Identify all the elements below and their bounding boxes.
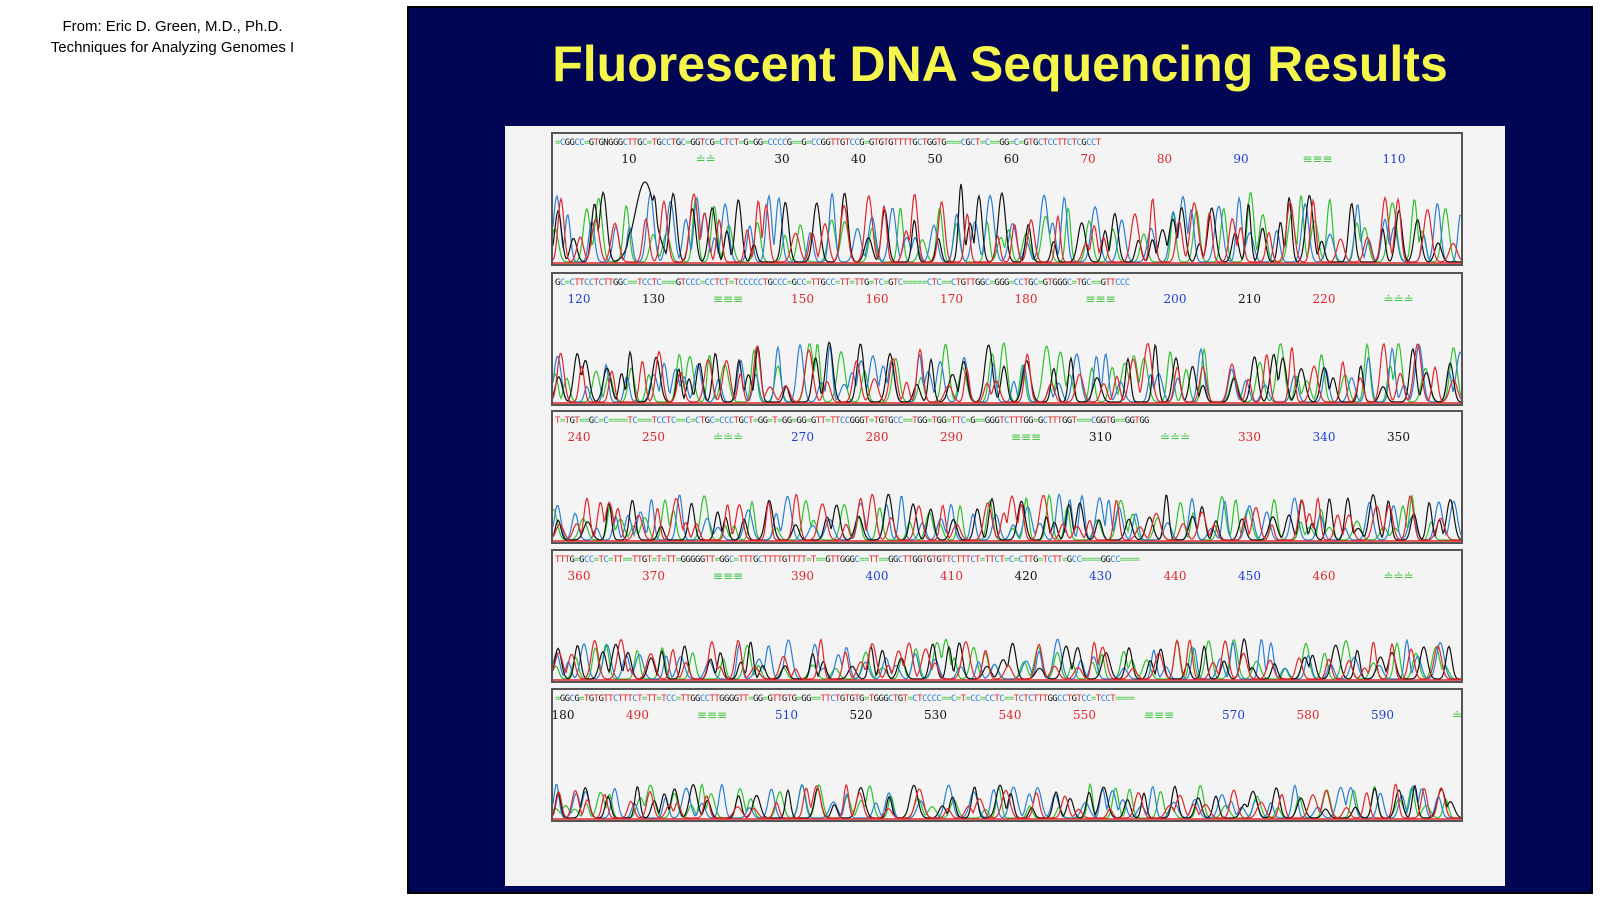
position-label: 460 — [1312, 569, 1336, 583]
trace-channel — [553, 342, 1461, 403]
position-label: 530 — [924, 708, 947, 722]
position-label: 540 — [998, 708, 1022, 722]
trace-channel — [553, 637, 1461, 680]
chromatogram — [553, 493, 1461, 542]
trace-panel: T=TGT==GC=C====TC===TCCTC==C=CTGC=CCCTGC… — [551, 410, 1463, 544]
position-label: ≡≡≡ — [1143, 708, 1175, 722]
position-labels: 120 130 ≡≡≡ 150 160 170 180 ≡≡≡ 200 210 220 ≐≐≐ — [553, 291, 1461, 307]
position-label: 430 — [1089, 569, 1112, 583]
position-label: 110 — [1382, 152, 1406, 166]
position-label: ≐≐≐ — [712, 430, 744, 444]
position-label: 180 — [1014, 292, 1038, 306]
position-label: ≐≐≐ — [1383, 292, 1414, 306]
position-label: 580 — [1296, 708, 1320, 722]
position-label: ≡≡≡ — [1085, 292, 1116, 306]
position-label: 360 — [567, 569, 591, 583]
trace-channel — [553, 638, 1461, 680]
position-label: 590 — [1371, 708, 1394, 722]
position-label: 30 — [774, 152, 790, 166]
position-label: 130 — [642, 292, 665, 306]
base-call-sequence: T=TGT==GC=C====TC===TCCTC==C=CTGC=CCCTGC… — [555, 416, 1149, 426]
position-label: 240 — [567, 430, 591, 444]
position-label: ≐≐≐ — [1159, 430, 1191, 444]
position-label: 90 — [1233, 152, 1249, 166]
position-label: 330 — [1238, 430, 1261, 444]
position-label: 520 — [849, 708, 873, 722]
position-label: ≡≡≡ — [1302, 152, 1333, 166]
position-label: 150 — [791, 292, 814, 306]
position-label: 210 — [1238, 292, 1261, 306]
trace-panel: TTTG=GCC=TC=TT==TTGT=T=TT=GGGGGTT=GGC=TT… — [551, 549, 1463, 683]
trace-channel — [553, 783, 1461, 819]
position-label: 420 — [1014, 569, 1038, 583]
position-label: 440 — [1163, 569, 1187, 583]
position-labels: 180 490 ≡≡≡ 510 520 530 540 550 ≡≡≡ 570 580 590 ≐ — [553, 707, 1461, 723]
position-label: 370 — [642, 569, 665, 583]
position-label: 200 — [1163, 292, 1187, 306]
position-label: 490 — [626, 708, 649, 722]
position-label: 550 — [1073, 708, 1096, 722]
trace-channel — [553, 192, 1461, 263]
position-label: 160 — [865, 292, 889, 306]
trace-channel — [553, 782, 1461, 819]
position-label: 70 — [1080, 152, 1096, 166]
position-label: 510 — [775, 708, 798, 722]
trace-channel — [553, 493, 1461, 541]
position-label: 170 — [940, 292, 963, 306]
position-label: 120 — [567, 292, 591, 306]
position-label: ≡≡≡ — [696, 708, 728, 722]
chromatogram — [553, 637, 1461, 681]
position-label: 50 — [927, 152, 943, 166]
source-credit: From: Eric D. Green, M.D., Ph.D. Techniq… — [0, 16, 345, 58]
base-call-sequence: GC=CTTCCTCTTGGC==TCCTC===GTCCC=CCTCT=TCC… — [555, 278, 1130, 288]
position-label: ≡≡≡ — [1010, 430, 1042, 444]
position-label: 60 — [1003, 152, 1020, 166]
slide: Fluorescent DNA Sequencing Results =CGGC… — [407, 6, 1593, 894]
position-label: 10 — [621, 152, 637, 166]
trace-channel — [553, 341, 1461, 403]
position-label: 180 — [551, 708, 575, 722]
position-label: ≡≡≡ — [712, 569, 744, 583]
position-label: 220 — [1312, 292, 1336, 306]
position-label: ≡≡≡ — [712, 292, 744, 306]
position-label: ≐≐ — [695, 152, 716, 166]
position-labels: 360 370 ≡≡≡ 390 400 410 420 430 440 450 460 ≐≐≐ — [553, 568, 1461, 584]
position-label: 340 — [1312, 430, 1336, 444]
trace-channel — [553, 343, 1461, 403]
position-label: 400 — [865, 569, 889, 583]
position-label: 570 — [1222, 708, 1245, 722]
position-label: 410 — [940, 569, 963, 583]
position-label: ≐≐≐ — [1383, 569, 1414, 583]
position-label: 350 — [1387, 430, 1410, 444]
trace-channel — [553, 783, 1461, 819]
position-label: 450 — [1238, 569, 1261, 583]
chromatogram — [553, 341, 1461, 404]
position-label: 280 — [865, 430, 889, 444]
slide-title: Fluorescent DNA Sequencing Results — [552, 36, 1448, 92]
position-labels: 10 ≐≐ 30 40 50 60 70 80 90 ≡≡≡ 110 — [553, 151, 1461, 167]
trace-panel: GC=CTTCCTCTTGGC==TCCTC===GTCCC=CCTCT=TCC… — [551, 272, 1463, 406]
credit-course: Techniques for Analyzing Genomes I — [50, 39, 295, 56]
trace-channel — [553, 493, 1461, 541]
position-label: 290 — [940, 430, 963, 444]
position-label: 390 — [791, 569, 814, 583]
position-label: 270 — [791, 430, 814, 444]
base-call-sequence: =CGGCC=GTGNGGGCTTGC=TGCCTGC=GGTCG=CTCT=G… — [555, 138, 1101, 148]
base-call-sequence: =GGCG=TGTGTTCTTTCT=TT=TCC=TTGGCCTTGGGGTT… — [555, 694, 1135, 704]
position-label: ≐ — [1451, 708, 1463, 722]
base-call-sequence: TTTG=GCC=TC=TT==TTGT=T=TT=GGGGGTT=GGC=TT… — [555, 555, 1140, 565]
sequencing-trace-image: =CGGCC=GTGNGGGCTTGC=TGCCTGC=GGTCG=CTCT=G… — [505, 126, 1505, 886]
position-label: 250 — [642, 430, 665, 444]
trace-channel — [553, 181, 1461, 263]
chromatogram — [553, 181, 1461, 264]
credit-author: From: Eric D. Green, M.D., Ph.D. — [62, 18, 283, 35]
position-label: 40 — [850, 152, 867, 166]
trace-panel: =CGGCC=GTGNGGGCTTGC=TGCCTGC=GGTCG=CTCT=G… — [551, 132, 1463, 266]
position-labels: 240 250 ≐≐≐ 270 280 290 ≡≡≡ 310 ≐≐≐ 330 340 350 — [553, 429, 1461, 445]
position-label: 310 — [1089, 430, 1112, 444]
trace-panel: =GGCG=TGTGTTCTTTCT=TT=TCC=TTGGCCTTGGGGTT… — [551, 688, 1463, 822]
chromatogram — [553, 782, 1461, 820]
position-label: 80 — [1156, 152, 1173, 166]
